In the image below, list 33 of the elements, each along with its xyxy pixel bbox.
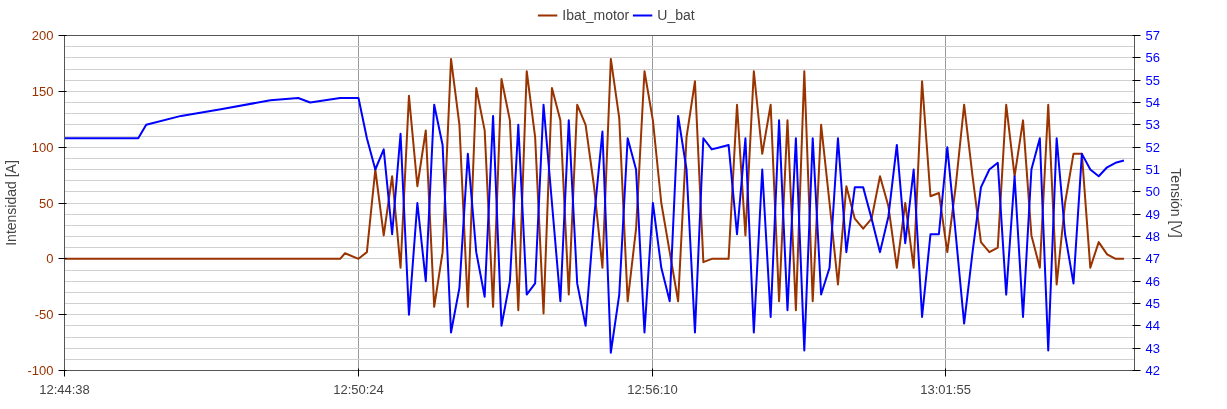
y2-tick-label: 57 [1145,28,1160,43]
y2-tick-label: 46 [1145,273,1160,289]
y-tick-label: 0 [46,251,54,267]
y2-tick-label: 49 [1145,206,1160,222]
y-axis-title: Intensidad [A] [3,160,20,246]
y2-tick-label: 53 [1145,117,1160,133]
x-tick-label: 13:01:55 [920,381,971,397]
y2-tick-label: 55 [1145,72,1160,88]
y2-tick-label: 51 [1145,162,1160,177]
y2-axis-title: Tensión [V] [1167,168,1184,238]
y2-tick-label: 54 [1145,95,1160,110]
y2-tick-label: 50 [1145,184,1160,200]
y2-tick-label: 47 [1145,251,1160,267]
x-tick-label: 12:56:10 [627,381,678,397]
y2-tick-label: 42 [1145,363,1160,378]
x-tick-label: 12:44:38 [39,381,90,397]
y2-tick-label: 48 [1145,229,1160,244]
y-tick-label: 100 [31,139,54,155]
x-tick-label: 12:50:24 [333,381,384,397]
line-series [64,57,1125,315]
y2-tick-label: 56 [1145,50,1160,66]
legend-label: U_bat [657,7,695,23]
y-tick-label: 150 [31,83,54,99]
legend-label: Ibat_motor [562,7,630,23]
y2-tick-label: 44 [1145,318,1160,334]
y2-tick-label: 52 [1145,139,1160,155]
y-tick-label: -100 [27,363,54,378]
y-tick-label: 200 [31,28,54,43]
y2-tick-label: 45 [1145,296,1160,311]
y-tick-label: 50 [39,195,54,211]
line-series [64,97,1125,354]
y-tick-label: -50 [34,307,54,323]
y2-tick-label: 43 [1145,340,1160,356]
